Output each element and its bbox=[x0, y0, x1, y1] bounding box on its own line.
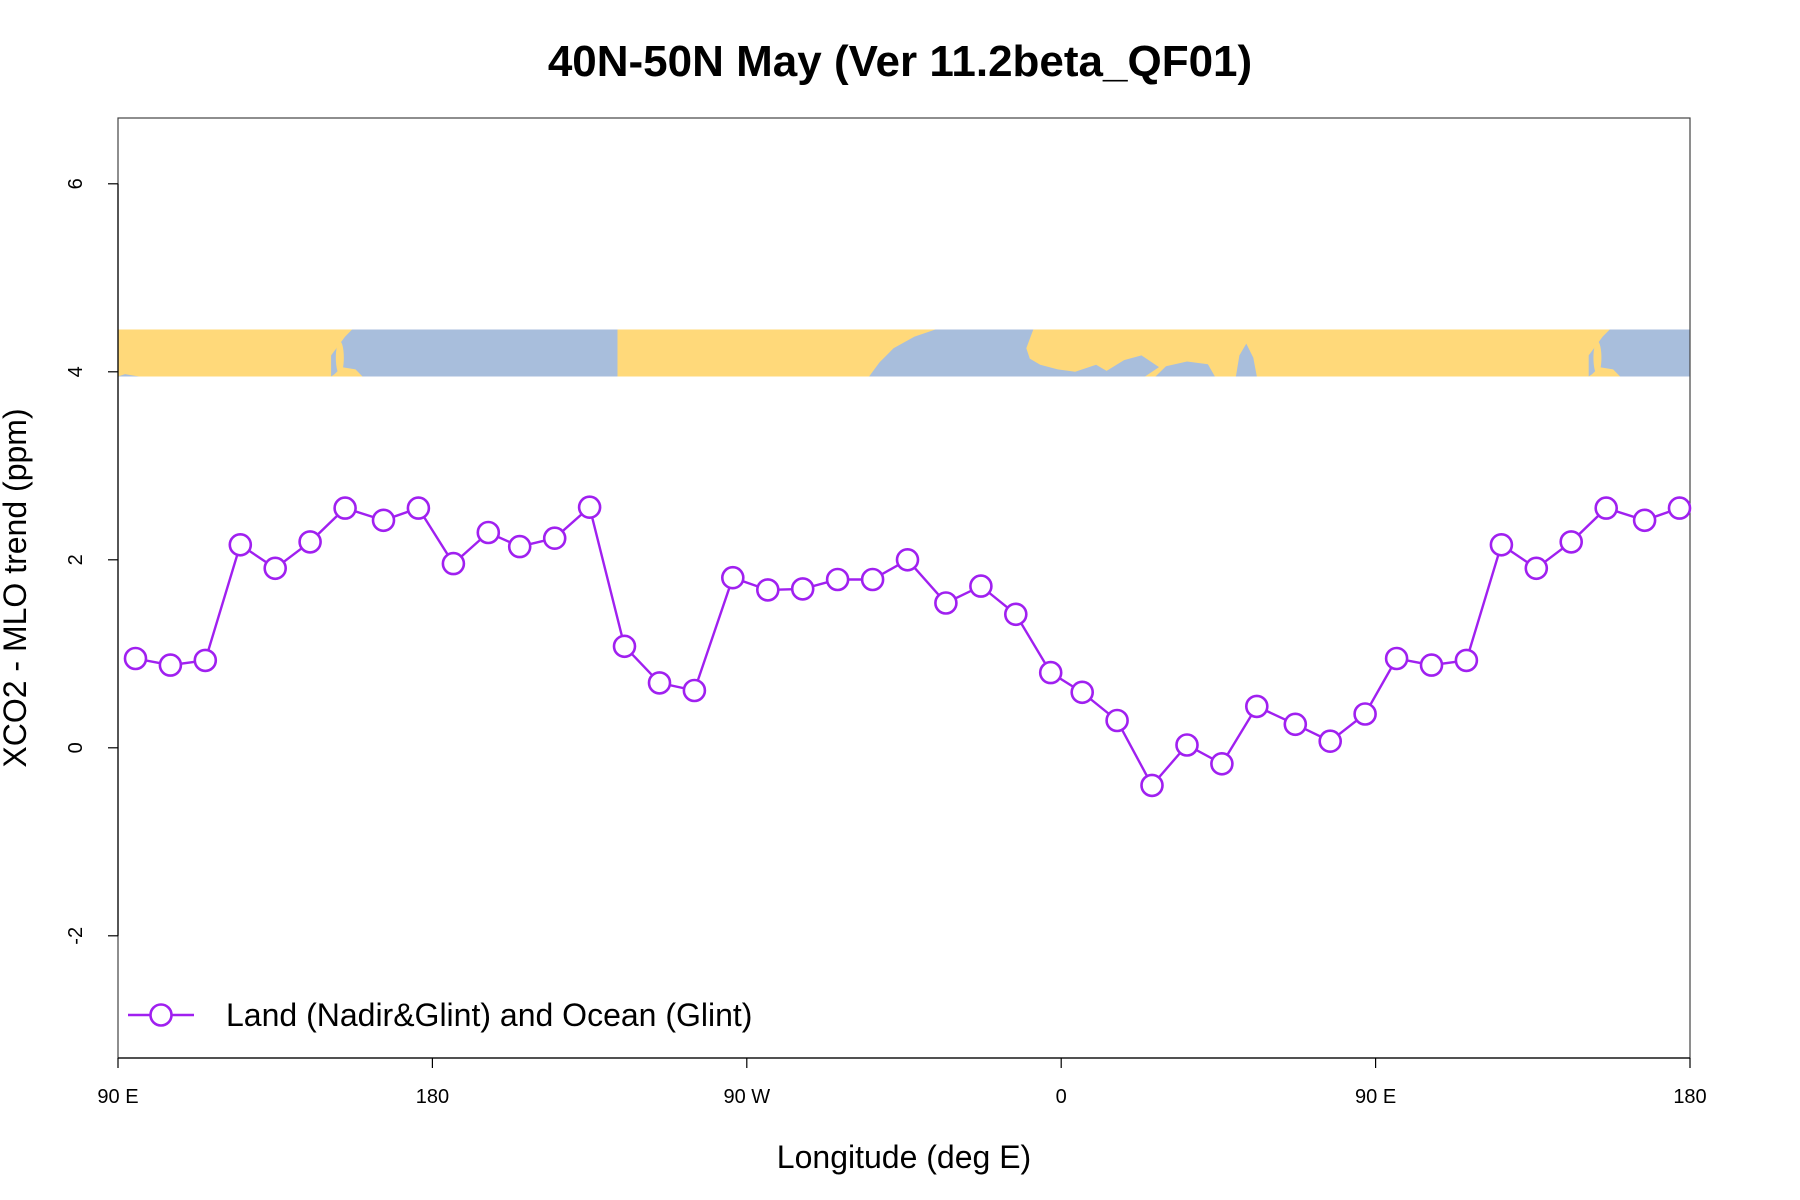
data-point bbox=[158, 653, 183, 677]
data-point bbox=[1454, 648, 1479, 673]
data-point bbox=[1245, 694, 1269, 719]
data-point bbox=[1038, 660, 1063, 685]
chart-title: 40N-50N May (Ver 11.2beta_QF01) bbox=[548, 37, 1252, 86]
data-point bbox=[441, 551, 466, 576]
map-strip bbox=[118, 329, 1690, 377]
legend: Land (Nadir&Glint) and Ocean (Glint) bbox=[128, 997, 752, 1033]
data-point bbox=[507, 534, 532, 559]
data-point bbox=[371, 508, 396, 533]
data-point bbox=[123, 646, 148, 671]
data-point bbox=[1667, 496, 1692, 520]
data-point bbox=[1419, 653, 1444, 677]
map-strip-ocean bbox=[1155, 361, 1215, 377]
data-point bbox=[895, 547, 920, 572]
data-point bbox=[860, 567, 885, 592]
data-point bbox=[682, 678, 707, 703]
data-point bbox=[333, 496, 357, 520]
y-axis: -2 0 2 4 6 bbox=[65, 178, 119, 945]
data-point bbox=[612, 634, 637, 659]
data-point bbox=[755, 578, 780, 602]
plot-frame bbox=[117, 117, 1691, 1059]
data-point bbox=[476, 520, 501, 545]
data-point bbox=[263, 556, 288, 581]
data-point bbox=[1318, 729, 1342, 754]
data-point bbox=[228, 532, 253, 557]
y-tick-label: 0 bbox=[65, 742, 87, 753]
x-axis: 90 E 180 90 W 0 90 E 180 bbox=[97, 1057, 1707, 1108]
data-point bbox=[1594, 496, 1618, 520]
data-point bbox=[825, 567, 850, 592]
x-tick-label: 90 W bbox=[723, 1086, 770, 1108]
y-tick-label: -2 bbox=[65, 927, 87, 945]
data-point bbox=[193, 648, 218, 673]
data-point bbox=[1489, 532, 1514, 557]
series-layer bbox=[123, 495, 1692, 798]
data-point bbox=[1105, 708, 1129, 733]
data-point bbox=[577, 495, 602, 520]
x-tick-label: 0 bbox=[1056, 1086, 1067, 1108]
data-point bbox=[1070, 680, 1094, 705]
data-point bbox=[1559, 530, 1583, 554]
data-point bbox=[969, 574, 993, 598]
map-strip-ocean bbox=[1588, 329, 1690, 377]
y-tick-label: 4 bbox=[65, 366, 87, 377]
data-point bbox=[1003, 602, 1028, 627]
map-strip-ocean bbox=[331, 329, 618, 377]
data-point bbox=[1140, 773, 1164, 798]
data-point bbox=[1175, 733, 1199, 757]
x-tick-label: 90 E bbox=[97, 1086, 138, 1108]
data-point bbox=[790, 577, 815, 601]
data-point bbox=[542, 526, 567, 551]
legend-marker-swatch bbox=[149, 1003, 173, 1027]
data-point bbox=[298, 530, 322, 554]
data-point bbox=[1384, 646, 1409, 671]
x-tick-label: 180 bbox=[416, 1086, 449, 1108]
data-point bbox=[647, 671, 672, 695]
data-point bbox=[406, 496, 431, 520]
data-point bbox=[720, 565, 745, 590]
x-axis-label: Longitude (deg E) bbox=[777, 1139, 1031, 1175]
map-strip-island bbox=[335, 341, 344, 375]
data-point bbox=[1632, 508, 1657, 533]
data-point bbox=[1524, 556, 1549, 581]
y-tick-label: 2 bbox=[65, 554, 87, 565]
map-strip-ocean bbox=[869, 329, 1159, 377]
map-strip-island bbox=[1593, 341, 1602, 375]
map-strip-ocean bbox=[1235, 343, 1257, 377]
data-point bbox=[934, 591, 958, 615]
x-tick-label: 90 E bbox=[1355, 1086, 1396, 1108]
y-tick-label: 6 bbox=[65, 178, 87, 189]
legend-label: Land (Nadir&Glint) and Ocean (Glint) bbox=[226, 997, 752, 1033]
data-point bbox=[1210, 751, 1234, 776]
data-point bbox=[1353, 702, 1377, 726]
x-tick-label: 180 bbox=[1673, 1086, 1706, 1108]
y-axis-label: XCO2 - MLO trend (ppm) bbox=[0, 408, 33, 767]
map-strip-ocean bbox=[118, 374, 139, 377]
data-point bbox=[1283, 712, 1308, 737]
